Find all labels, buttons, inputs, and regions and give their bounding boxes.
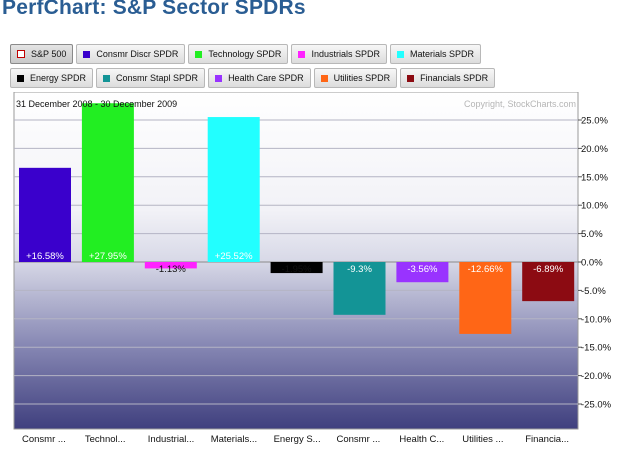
legend-button-consmr-discr-spdr[interactable]: Consmr Discr SPDR	[76, 44, 186, 64]
legend-swatch	[215, 74, 223, 82]
legend-button-industrials-spdr[interactable]: Industrials SPDR	[291, 44, 387, 64]
page-title: PerfChart: S&P Sector SPDRs	[2, 0, 306, 19]
bar	[144, 262, 197, 269]
x-tick-label: Technol...	[85, 434, 126, 445]
bar-data-label: -6.89%	[533, 264, 564, 275]
x-axis-ticks: Consmr ... Technol... Industrial... Materia…	[22, 434, 569, 445]
legend-swatch	[298, 50, 306, 58]
y-tick-label: 25.0%	[581, 116, 608, 127]
bars	[19, 103, 575, 334]
legend-button-technology-spdr[interactable]: Technology SPDR	[188, 44, 289, 64]
legend-button-utilities-spdr[interactable]: Utilities SPDR	[313, 68, 398, 88]
bar-labels: +16.58% +27.95% -1.13% +25.52% -1.95% -9.3% -3…	[26, 251, 564, 275]
legend-swatch	[17, 74, 24, 82]
bar-data-label: -9.3%	[347, 264, 372, 275]
legend-button-health-care-spdr[interactable]: Health Care SPDR	[208, 68, 311, 88]
legend-label: S&P 500	[31, 49, 67, 59]
legend-label: Industrials SPDR	[311, 49, 380, 59]
legend-button-materials-spdr[interactable]: Materials SPDR	[389, 44, 481, 64]
y-tick-label: 20.0%	[581, 144, 608, 155]
y-tick-label: -15.0%	[581, 343, 612, 354]
x-tick-label: Financia...	[525, 434, 569, 445]
y-tick-label: 0.0%	[581, 258, 603, 269]
perf-chart: +16.58% +27.95% -1.13% +25.52% -1.95% -9.3% -3…	[13, 92, 612, 445]
legend-label: Financials SPDR	[420, 73, 489, 83]
legend-swatch	[103, 74, 111, 82]
x-tick-label: Consmr ...	[22, 434, 66, 445]
bar-data-label: -1.95%	[282, 264, 313, 275]
legend-label: Materials SPDR	[409, 49, 474, 59]
legend-swatch	[17, 50, 25, 58]
x-tick-label: Materials...	[211, 434, 257, 445]
legend-button-energy-spdr[interactable]: Energy SPDR	[10, 68, 94, 88]
bar-data-label: +27.95%	[89, 251, 127, 262]
x-tick-label: Utilities ...	[462, 434, 503, 445]
y-tick-label: -5.0%	[581, 286, 606, 297]
bar-data-label: -12.66%	[468, 264, 504, 275]
bar	[522, 262, 575, 302]
bar	[333, 262, 386, 315]
legend-button-financials-spdr[interactable]: Financials SPDR	[400, 68, 496, 88]
bar	[207, 117, 260, 262]
y-tick-label: -10.0%	[581, 314, 612, 325]
x-tick-label: Health C...	[399, 434, 444, 445]
y-tick-label: -25.0%	[581, 400, 612, 411]
date-range: 31 December 2008 - 30 December 2009	[16, 99, 177, 109]
legend-label: Technology SPDR	[208, 49, 282, 59]
legend-label: Energy SPDR	[30, 73, 87, 83]
copyright-notice: Copyright, StockCharts.com	[464, 99, 576, 109]
bar	[270, 262, 323, 274]
legend-swatch	[396, 50, 404, 58]
bar-data-label: +16.58%	[26, 251, 64, 262]
x-tick-label: Energy S...	[274, 434, 321, 445]
legend-label: Health Care SPDR	[228, 73, 304, 83]
legend-swatch	[83, 50, 91, 58]
legend-button-consmr-stapl-spdr[interactable]: Consmr Stapl SPDR	[96, 68, 206, 88]
y-axis-ticks: 25.0% 20.0% 15.0% 10.0% 5.0% 0.0% -5.0% -10.0% -…	[578, 116, 612, 411]
y-tick-label: -20.0%	[581, 371, 612, 382]
legend-label: Consmr Stapl SPDR	[116, 73, 199, 83]
legend-label: Utilities SPDR	[333, 73, 391, 83]
x-tick-label: Industrial...	[148, 434, 194, 445]
y-tick-label: 5.0%	[581, 229, 603, 240]
y-tick-label: 10.0%	[581, 201, 608, 212]
bar-data-label: -3.56%	[407, 264, 438, 275]
legend-swatch	[407, 74, 415, 82]
bar	[19, 167, 71, 262]
legend-button-s-p-500[interactable]: S&P 500	[10, 44, 74, 64]
legend-row-1: S&P 500 Consmr Discr SPDR Technology SPDR I…	[10, 44, 481, 64]
legend-row-2: Energy SPDR Consmr Stapl SPDR Health Care …	[10, 68, 496, 88]
bar	[81, 103, 134, 262]
legend-swatch	[320, 74, 328, 82]
bar	[459, 262, 512, 334]
bar-data-label: +25.52%	[215, 251, 253, 262]
x-tick-label: Consmr ...	[337, 434, 381, 445]
bar-data-label: -1.13%	[156, 264, 187, 275]
y-tick-label: 15.0%	[581, 172, 608, 183]
bar	[396, 262, 449, 283]
legend-swatch	[195, 50, 203, 58]
legend-label: Consmr Discr SPDR	[96, 49, 179, 59]
